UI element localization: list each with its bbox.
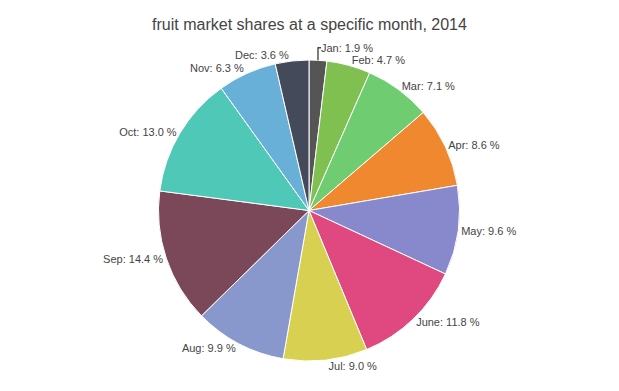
svg-text:Nov: 6.3 %: Nov: 6.3 %	[190, 62, 244, 74]
svg-text:Mar: 7.1 %: Mar: 7.1 %	[402, 80, 455, 92]
svg-text:Oct: 13.0 %: Oct: 13.0 %	[119, 126, 177, 138]
svg-text:Jul: 9.0 %: Jul: 9.0 %	[329, 360, 378, 372]
svg-text:Sep: 14.4 %: Sep: 14.4 %	[103, 253, 163, 265]
svg-text:June: 11.8 %: June: 11.8 %	[416, 316, 480, 328]
svg-text:Dec: 3.6 %: Dec: 3.6 %	[235, 49, 289, 61]
svg-text:Jan: 1.9 %: Jan: 1.9 %	[321, 42, 373, 54]
svg-text:Feb: 4.7 %: Feb: 4.7 %	[352, 54, 405, 66]
svg-text:Apr: 8.6 %: Apr: 8.6 %	[448, 139, 500, 151]
svg-text:Aug: 9.9 %: Aug: 9.9 %	[182, 342, 236, 354]
svg-text:fruit market shares at a speci: fruit market shares at a specific month,…	[152, 16, 467, 33]
svg-text:May: 9.6 %: May: 9.6 %	[461, 225, 516, 237]
